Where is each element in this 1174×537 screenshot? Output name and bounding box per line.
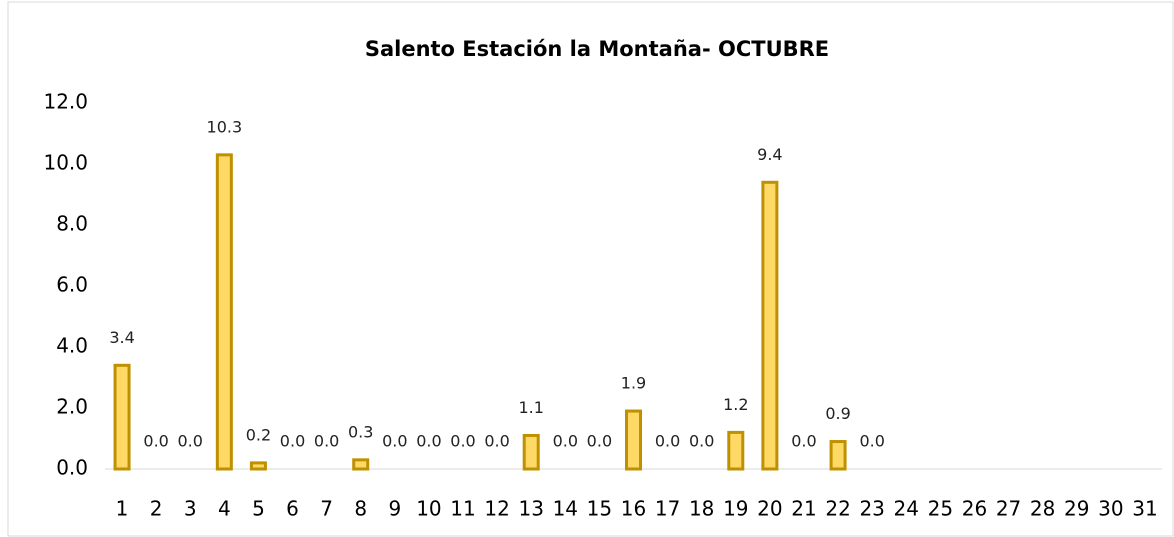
x-tick-label: 9 [388,497,401,521]
data-label: 0.0 [143,432,168,451]
x-tick-label: 31 [1132,497,1157,521]
x-tick-label: 25 [928,497,953,521]
x-tick-label: 22 [825,497,850,521]
x-tick-label: 4 [218,497,231,521]
x-tick-label: 16 [621,497,646,521]
x-tick-label: 27 [996,497,1021,521]
x-tick-label: 30 [1098,497,1123,521]
data-label: 0.0 [859,432,884,451]
bar [761,180,779,471]
data-label: 0.0 [416,432,441,451]
y-tick-label: 2.0 [56,395,88,419]
x-tick-label: 15 [587,497,612,521]
data-label: 0.0 [382,432,407,451]
data-label: 0.0 [450,432,475,451]
data-label: 1.1 [518,398,543,417]
x-tick-label: 3 [184,497,197,521]
x-tick-label: 1 [116,497,129,521]
x-tick-label: 2 [150,497,163,521]
x-tick-label: 5 [252,497,265,521]
data-label: 0.0 [178,432,203,451]
x-tick-label: 23 [859,497,884,521]
x-tick-label: 14 [553,497,578,521]
bar [625,409,642,471]
x-tick-label: 29 [1064,497,1089,521]
data-label: 0.9 [825,404,850,423]
data-label: 10.3 [207,117,243,136]
data-label: 0.2 [246,425,271,444]
x-tick-label: 24 [894,497,919,521]
data-label: 9.4 [757,145,782,164]
y-tick-label: 0.0 [56,456,88,480]
data-label: 0.0 [280,432,305,451]
x-tick-label: 18 [689,497,714,521]
y-tick-label: 6.0 [56,273,88,297]
x-tick-label: 17 [655,497,680,521]
bar [113,363,131,471]
x-tick-label: 26 [962,497,987,521]
data-label: 0.0 [553,432,578,451]
y-tick-label: 4.0 [56,334,88,358]
x-tick-label: 10 [416,497,441,521]
x-tick-label: 19 [723,497,748,521]
x-tick-label: 6 [286,497,299,521]
data-label: 1.2 [723,395,748,414]
x-tick-label: 20 [757,497,782,521]
data-label: 0.0 [689,432,714,451]
data-label: 0.3 [348,422,373,441]
x-tick-label: 11 [450,497,475,521]
data-label: 0.0 [314,432,339,451]
bar [249,461,267,471]
chart-title: Salento Estación la Montaña- OCTUBRE [365,37,829,61]
data-label: 1.9 [621,374,646,393]
data-label: 0.0 [587,432,612,451]
data-label: 0.0 [655,432,680,451]
y-tick-label: 10.0 [43,151,88,175]
data-label: 0.0 [484,432,509,451]
bar [727,430,745,471]
bar [352,458,370,471]
x-tick-label: 13 [518,497,543,521]
bar [829,440,847,471]
x-tick-label: 12 [484,497,509,521]
bar [215,153,233,471]
chart-frame [7,1,1174,537]
y-tick-label: 12.0 [43,90,88,114]
x-tick-label: 21 [791,497,816,521]
x-tick-label: 8 [354,497,367,521]
y-tick-label: 8.0 [56,212,88,236]
x-tick-label: 28 [1030,497,1055,521]
x-tick-label: 7 [320,497,333,521]
data-label: 0.0 [791,432,816,451]
data-label: 3.4 [109,328,134,347]
bar [522,433,540,471]
